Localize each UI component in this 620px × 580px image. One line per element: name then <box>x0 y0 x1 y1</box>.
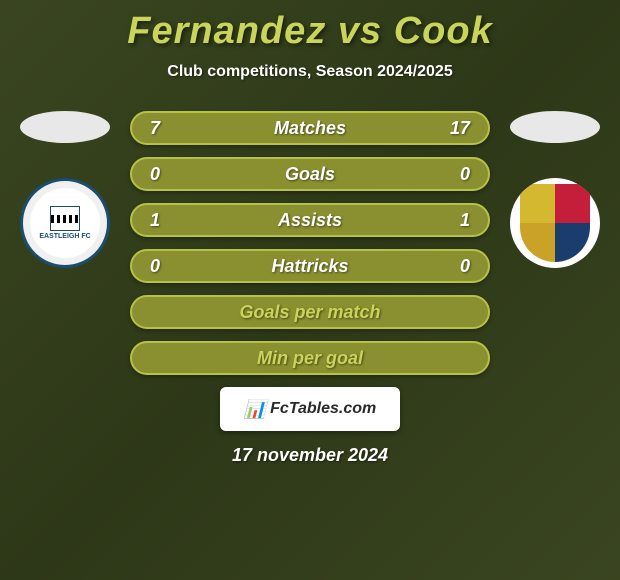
stat-left-value: 7 <box>150 118 180 139</box>
stat-label: Min per goal <box>150 348 470 369</box>
right-badge-shield <box>520 184 590 262</box>
stat-row-matches: 7 Matches 17 <box>130 111 490 145</box>
stat-left-value: 1 <box>150 210 180 231</box>
left-player-column: EASTLEIGH FC <box>15 111 115 268</box>
stat-label: Matches <box>180 118 440 139</box>
shield-q1 <box>520 184 555 223</box>
left-club-badge: EASTLEIGH FC <box>20 178 110 268</box>
chart-icon: 📊 <box>244 399 266 420</box>
stat-label: Hattricks <box>180 256 440 277</box>
stat-row-goals-per-match: Goals per match <box>130 295 490 329</box>
right-player-column <box>505 111 605 268</box>
stat-left-value: 0 <box>150 256 180 277</box>
stat-row-hattricks: 0 Hattricks 0 <box>130 249 490 283</box>
left-badge-crest <box>50 206 80 231</box>
fctables-brand-box[interactable]: 📊 FcTables.com <box>220 387 400 431</box>
stat-row-assists: 1 Assists 1 <box>130 203 490 237</box>
shield-q4 <box>555 223 590 262</box>
subtitle: Club competitions, Season 2024/2025 <box>0 63 620 81</box>
right-club-badge <box>510 178 600 268</box>
stat-right-value: 17 <box>440 118 470 139</box>
left-badge-text: EASTLEIGH FC <box>39 233 90 240</box>
stat-left-value: 0 <box>150 164 180 185</box>
stat-label: Assists <box>180 210 440 231</box>
left-badge-inner: EASTLEIGH FC <box>30 188 100 258</box>
brand-text: FcTables.com <box>270 400 376 418</box>
stat-label: Goals <box>180 164 440 185</box>
stat-row-goals: 0 Goals 0 <box>130 157 490 191</box>
right-player-oval <box>510 111 600 143</box>
shield-q3 <box>520 223 555 262</box>
stat-right-value: 0 <box>440 256 470 277</box>
date-text: 17 november 2024 <box>232 445 388 466</box>
stat-row-min-per-goal: Min per goal <box>130 341 490 375</box>
footer: 📊 FcTables.com 17 november 2024 <box>0 387 620 466</box>
stat-label: Goals per match <box>150 302 470 323</box>
left-player-oval <box>20 111 110 143</box>
content-area: EASTLEIGH FC 7 Matches 17 0 Goals 0 1 As… <box>0 111 620 375</box>
stats-column: 7 Matches 17 0 Goals 0 1 Assists 1 0 Hat… <box>130 111 490 375</box>
comparison-title: Fernandez vs Cook <box>0 0 620 53</box>
stat-right-value: 0 <box>440 164 470 185</box>
stat-right-value: 1 <box>440 210 470 231</box>
shield-q2 <box>555 184 590 223</box>
